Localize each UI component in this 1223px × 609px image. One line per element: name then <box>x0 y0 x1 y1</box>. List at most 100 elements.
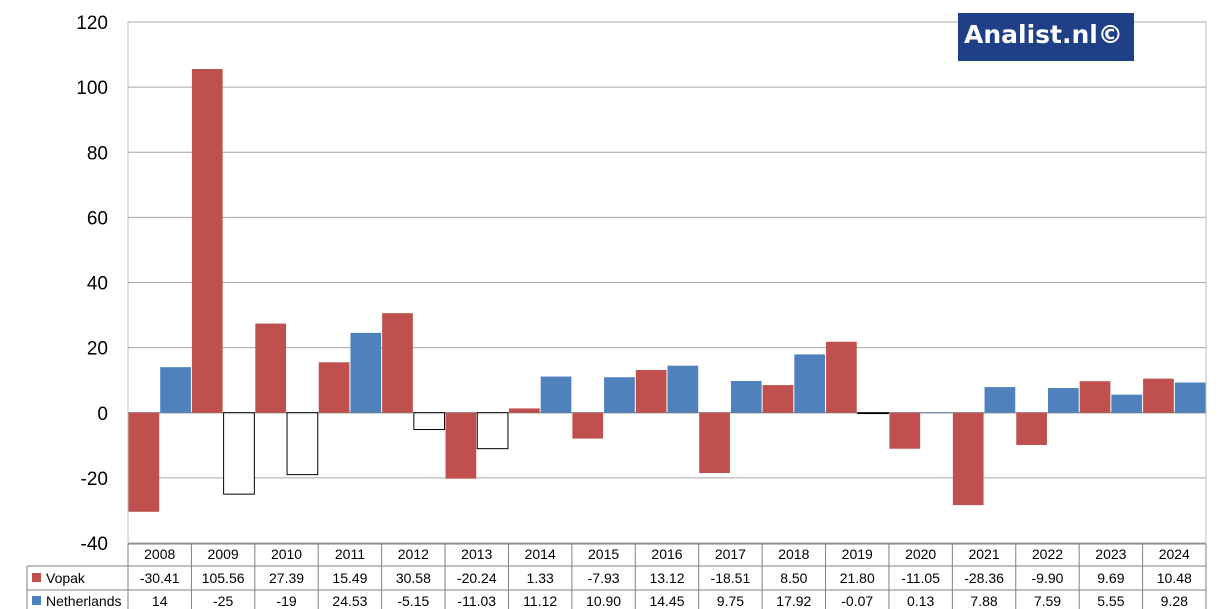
y-tick-label: 0 <box>97 404 108 425</box>
bar-netherlands-2022 <box>1047 388 1079 413</box>
bar-vopak-2017 <box>699 412 730 474</box>
table-value-netherlands: 17.92 <box>776 593 811 609</box>
bar-netherlands-2024 <box>1174 382 1206 413</box>
bar-netherlands-2016 <box>667 365 699 413</box>
bars <box>128 69 1206 512</box>
bar-vopak-2023 <box>1079 381 1111 413</box>
table-value-vopak: -28.36 <box>964 570 1004 586</box>
x-tick-label: 2012 <box>398 546 429 562</box>
y-tick-label: -20 <box>81 469 108 490</box>
table-value-netherlands: 7.88 <box>970 593 997 609</box>
table-value-vopak: 1.33 <box>527 570 554 586</box>
x-tick-label: 2017 <box>715 546 746 562</box>
y-tick-label: -40 <box>81 534 108 555</box>
bar-vopak-2009 <box>191 69 223 413</box>
table-value-vopak: -7.93 <box>588 570 620 586</box>
bar-netherlands-2020 <box>921 412 952 414</box>
table-value-netherlands: -0.07 <box>841 593 873 609</box>
table-value-netherlands: 5.55 <box>1097 593 1124 609</box>
bar-vopak-2014 <box>508 408 540 413</box>
bar-vopak-2012 <box>382 313 413 413</box>
bar-vopak-2015 <box>572 412 604 439</box>
table-value-vopak: 10.48 <box>1157 570 1192 586</box>
bar-netherlands-2010 <box>286 412 319 476</box>
legend-key-netherlands <box>32 596 41 605</box>
x-tick-label: 2011 <box>335 546 365 562</box>
y-tick-label: 40 <box>87 274 108 295</box>
table-value-vopak: 8.50 <box>780 570 807 586</box>
bar-netherlands-2017 <box>730 381 762 413</box>
table-value-vopak: 27.39 <box>269 570 304 586</box>
bar-vopak-2018 <box>762 385 794 413</box>
table-value-vopak: -18.51 <box>711 570 751 586</box>
bar-vopak-2022 <box>1016 412 1047 445</box>
legend-label-netherlands: Netherlands <box>46 593 122 609</box>
x-tick-label: 2021 <box>968 546 999 562</box>
bar-vopak-2019 <box>826 341 857 413</box>
x-tick-label: 2019 <box>842 546 873 562</box>
bar-vopak-2024 <box>1143 378 1174 413</box>
bar-vopak-2021 <box>952 412 984 506</box>
bar-netherlands-2015 <box>604 377 635 413</box>
x-tick-label: 2023 <box>1095 546 1126 562</box>
table-value-vopak: -30.41 <box>140 570 180 586</box>
table-value-vopak: -20.24 <box>457 570 497 586</box>
y-tick-label: 80 <box>87 143 108 164</box>
table-value-netherlands: -11.03 <box>457 593 496 609</box>
table-value-netherlands: -19 <box>276 593 296 609</box>
table-value-netherlands: 7.59 <box>1034 593 1061 609</box>
y-tick-label: 120 <box>76 13 108 34</box>
table-value-vopak: 13.12 <box>649 570 684 586</box>
y-tick-label: 100 <box>76 78 108 99</box>
x-tick-label: 2020 <box>905 546 936 562</box>
table-value-vopak: -9.90 <box>1032 570 1064 586</box>
bar-netherlands-2019 <box>857 412 889 415</box>
legend-label-vopak: Vopak <box>46 570 86 586</box>
bar-netherlands-2009 <box>223 412 255 495</box>
table-value-vopak: -11.05 <box>901 570 940 586</box>
bar-netherlands-2012 <box>413 412 446 431</box>
bar-netherlands-2013 <box>476 412 509 450</box>
x-tick-label: 2024 <box>1159 546 1190 562</box>
x-tick-label: 2008 <box>144 546 175 562</box>
table-value-netherlands: 10.90 <box>586 593 621 609</box>
bar-netherlands-2018 <box>794 354 826 413</box>
y-axis: 120 100 80 60 40 20 0 -20 -40 <box>76 13 108 555</box>
table-value-netherlands: 9.75 <box>717 593 744 609</box>
table-value-netherlands: 11.12 <box>523 593 557 609</box>
x-tick-label: 2018 <box>778 546 809 562</box>
x-tick-label: 2009 <box>208 546 239 562</box>
table-value-vopak: 9.69 <box>1097 570 1124 586</box>
legend-key-vopak <box>32 573 41 582</box>
x-tick-label: 2022 <box>1032 546 1063 562</box>
table-value-netherlands: 9.28 <box>1161 593 1188 609</box>
table-value-vopak: 15.49 <box>332 570 367 586</box>
bar-vopak-2013 <box>445 412 477 479</box>
x-tick-label: 2016 <box>651 546 682 562</box>
y-tick-label: 20 <box>87 339 108 360</box>
x-tick-label: 2014 <box>525 546 556 562</box>
data-table: 2008 2009 2010 2011 2012 2013 2014 2015 2016 2017… <box>26 543 1207 609</box>
bar-vopak-2010 <box>255 323 287 413</box>
table-value-vopak: 105.56 <box>202 570 245 586</box>
bar-netherlands-2021 <box>984 387 1016 413</box>
bar-netherlands-2014 <box>540 376 572 413</box>
y-tick-label: 60 <box>87 208 108 229</box>
table-value-netherlands: 24.53 <box>332 593 367 609</box>
logo-text: Analist.nl© <box>964 20 1123 49</box>
bar-vopak-2008 <box>128 412 160 512</box>
bar-netherlands-2023 <box>1111 394 1143 413</box>
table-value-netherlands: 14.45 <box>649 593 684 609</box>
x-tick-label: 2015 <box>588 546 619 562</box>
x-tick-label: 2013 <box>461 546 492 562</box>
table-value-netherlands: 0.13 <box>907 593 934 609</box>
table-value-netherlands: -25 <box>213 593 233 609</box>
bar-netherlands-2011 <box>350 332 382 413</box>
table-value-netherlands: -5.15 <box>397 593 429 609</box>
analist-logo: Analist.nl© <box>958 13 1134 61</box>
table-value-vopak: 21.80 <box>840 570 875 586</box>
bar-netherlands-2008 <box>160 367 191 413</box>
x-tick-label: 2010 <box>271 546 302 562</box>
bar-vopak-2011 <box>318 362 350 413</box>
